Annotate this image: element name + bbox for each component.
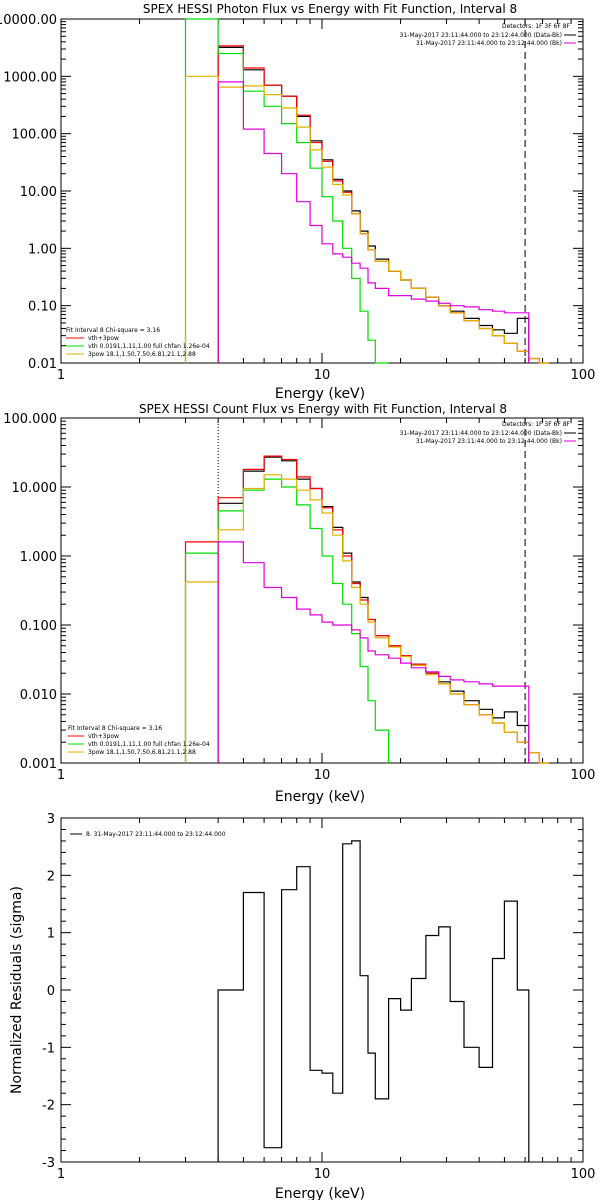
legend-fit-interval-2: Fit Interval 8 Chi-square = 3.16 [68, 725, 162, 732]
residuals-axes: 1 10 100 -3 -2 -1 0 1 2 3 [42, 812, 595, 1182]
photon-flux-ytick-label: 0.10 [28, 300, 57, 315]
legend-detectors: Detectors: 1F 3F 6F 8F [502, 23, 571, 30]
count-flux-ytick-label: 1.000 [20, 550, 57, 565]
legend-total-2: vth+3pow [88, 733, 119, 740]
count-flux-series-2 [184, 478, 390, 763]
residuals-ytick-label: -2 [42, 1099, 55, 1114]
residuals-legend: 8. 31-May-2017 23:11:44.000 to 23:12:44.… [70, 831, 226, 838]
legend-pow-2: 3pow 18.1,1.50,7.50,6.81,21.1,2.88 [88, 749, 196, 756]
photon-flux-ytick-label: 10.00 [20, 185, 57, 200]
count-flux-ytick-label: 10.000 [12, 481, 58, 496]
photon-flux-xtick-label: 100 [571, 368, 596, 383]
residuals-xtick-label: 1 [57, 1167, 65, 1182]
residuals-ytick-label: 3 [47, 812, 55, 827]
count-flux-xtick-label: 10 [314, 768, 331, 783]
residuals-ylabel: Normalized Residuals (sigma) [9, 886, 25, 1094]
legend-pow: 3pow 18.1,1.50,7.50,6.81,21.1,2.88 [88, 351, 196, 358]
photon-flux-ytick-label: 0.01 [28, 357, 57, 372]
count-flux-xtick-label: 1 [57, 768, 65, 783]
count-flux-panel: SPEX HESSI Count Flux vs Energy with Fit… [3, 402, 595, 805]
legend-vth-2: vth 0.0191,1.11,1.00 full chfan 1.26e-04 [88, 741, 210, 748]
residuals-frame [60, 817, 584, 1163]
count-flux-frame [60, 417, 584, 764]
count-flux-series-3 [184, 474, 549, 764]
photon-flux-series-4 [217, 81, 530, 363]
count-flux-ytick-label: 0.001 [20, 757, 57, 772]
residuals-ytick-label: 2 [47, 869, 55, 884]
photon-flux-ytick-label: 10000.00 [0, 13, 57, 28]
count-flux-series-4 [217, 541, 530, 763]
count-flux-series [184, 455, 549, 764]
photon-flux-ytick-label: 100.00 [12, 128, 58, 143]
residuals-ytick-label: -3 [42, 1156, 55, 1171]
legend-vth: vth 0.0191,1.11,1.00 full chfan 1.26e-04 [88, 343, 210, 350]
count-flux-legend-top-right: Detectors: 1F 3F 6F 8F 31-May-2017 23:11… [400, 421, 576, 445]
legend-data-bk: 31-May-2017 23:11:44.000 to 23:12:44.000… [400, 32, 562, 39]
count-flux-legend-bottom-left: Fit Interval 8 Chi-square = 3.16 vth+3po… [68, 725, 210, 756]
legend-total: vth+3pow [88, 335, 119, 342]
legend-fit-interval: Fit Interval 8 Chi-square = 3.16 [66, 327, 160, 334]
count-flux-title: SPEX HESSI Count Flux vs Energy with Fit… [139, 402, 507, 416]
photon-flux-series-3 [184, 75, 549, 364]
residuals-ytick-label: 0 [47, 984, 55, 999]
count-flux-xtick-label: 100 [571, 768, 596, 783]
residuals-panel: 1 10 100 -3 -2 -1 0 1 2 3 Energy (keV) Normalized… [9, 812, 595, 1200]
photon-flux-series-1 [217, 45, 549, 364]
residuals-xlabel: Energy (keV) [275, 1186, 365, 1200]
residuals-series-0 [217, 840, 530, 1162]
photon-flux-xlabel: Energy (keV) [275, 386, 365, 402]
count-flux-xlabel: Energy (keV) [275, 789, 365, 805]
photon-flux-xtick-label: 1 [57, 368, 65, 383]
residuals-ytick-label: 1 [47, 927, 55, 942]
legend-bk-2: 31-May-2017 23:11:44.000 to 23:12:44.000… [416, 438, 562, 445]
residuals-ytick-label: -1 [42, 1041, 55, 1056]
photon-flux-xtick-label: 10 [314, 368, 331, 383]
count-flux-series-0 [217, 456, 530, 763]
photon-flux-series [184, 18, 549, 364]
photon-flux-ytick-label: 1000.00 [3, 70, 57, 85]
count-flux-series-1 [184, 455, 549, 764]
photon-flux-legend-bottom-left: Fit Interval 8 Chi-square = 3.16 vth+3po… [66, 327, 210, 358]
photon-flux-series-2 [184, 18, 389, 364]
photon-flux-panel: SPEX HESSI Photon Flux vs Energy with Fi… [0, 2, 595, 402]
legend-data-bk-2: 31-May-2017 23:11:44.000 to 23:12:44.000… [400, 430, 562, 437]
legend-bk: 31-May-2017 23:11:44.000 to 23:12:44.000… [416, 40, 562, 47]
photon-flux-title: SPEX HESSI Photon Flux vs Energy with Fi… [143, 2, 517, 16]
photon-flux-ytick-label: 1.00 [28, 242, 57, 257]
legend-residual: 8. 31-May-2017 23:11:44.000 to 23:12:44.… [86, 831, 226, 838]
count-flux-ytick-label: 0.010 [20, 688, 57, 703]
photon-flux-legend-top-right: Detectors: 1F 3F 6F 8F 31-May-2017 23:11… [400, 23, 576, 47]
legend-detectors-2: Detectors: 1F 3F 6F 8F [502, 421, 571, 428]
residuals-xtick-label: 10 [314, 1167, 331, 1182]
residuals-series [217, 840, 530, 1162]
count-flux-ytick-label: 0.100 [20, 619, 57, 634]
residuals-xtick-label: 100 [571, 1167, 596, 1182]
count-flux-ytick-label: 100.000 [3, 412, 57, 427]
